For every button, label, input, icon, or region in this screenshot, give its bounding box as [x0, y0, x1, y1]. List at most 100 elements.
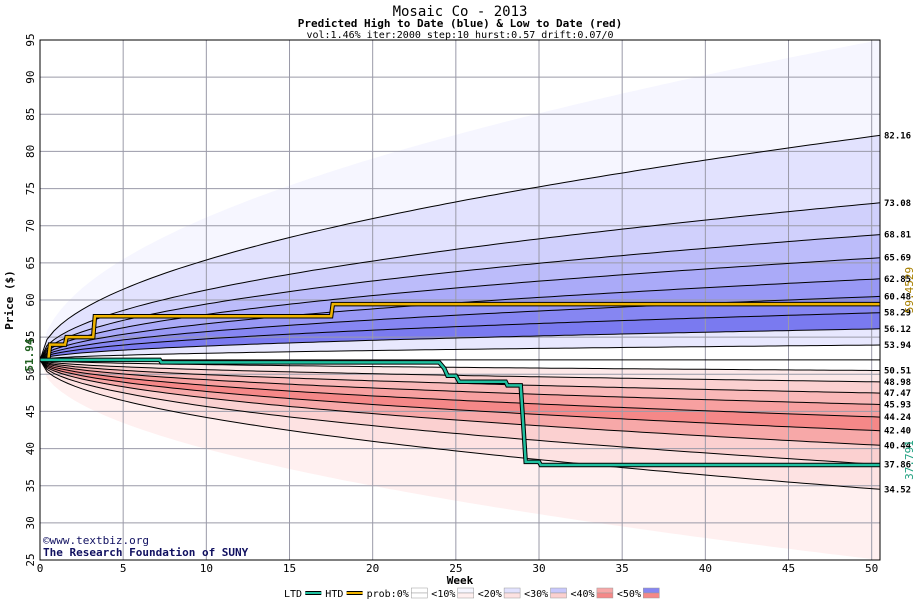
- x-axis-label: Week: [447, 574, 474, 587]
- x-tick-label: 25: [449, 562, 462, 575]
- band-contour: [39, 328, 881, 361]
- band-end-label: 68.81: [884, 231, 911, 241]
- band-contour: [39, 344, 881, 361]
- band-end-label: 65.69: [884, 254, 911, 264]
- x-tick-label: 35: [616, 562, 629, 575]
- low-band-3: [40, 359, 880, 405]
- high-band-9: [40, 345, 880, 360]
- chart-params: vol:1.46% iter:2000 step:10 hurst:0.57 d…: [306, 30, 613, 41]
- legend-swatch-low: [503, 592, 521, 599]
- y-tick-label: 35: [24, 479, 37, 492]
- high-band-2: [40, 202, 880, 360]
- high-band-6: [40, 296, 880, 360]
- band-end-label: 45.93: [884, 401, 911, 411]
- y-tick-label: 90: [24, 71, 37, 84]
- legend-swatch-high: [457, 587, 474, 594]
- legend-item: <10%: [431, 587, 474, 600]
- band-end-label: 44.24: [884, 413, 912, 423]
- x-tick-label: 30: [532, 562, 545, 575]
- band-contour: [39, 359, 881, 490]
- band-contour: [39, 359, 881, 405]
- legend-label: prob:0%: [367, 589, 409, 600]
- ltd-end-label: 37.791: [903, 440, 916, 480]
- band-end-label: 37.86: [884, 460, 911, 470]
- high-band-3: [40, 234, 880, 360]
- legend-label: <30%: [524, 589, 548, 600]
- x-tick-label: 50: [865, 562, 878, 575]
- low-band-6: [40, 359, 880, 446]
- high-band-7: [40, 312, 880, 360]
- y-tick-label: 55: [24, 331, 37, 344]
- band-end-label: 58.29: [884, 309, 911, 319]
- ltd-line: [40, 358, 880, 467]
- htd-line: [40, 302, 880, 362]
- band-end-label: 73.08: [884, 199, 911, 209]
- legend-item: LTD: [284, 589, 322, 600]
- legend-label: LTD: [284, 589, 302, 600]
- y-tick-label: 50: [24, 368, 37, 381]
- y-tick-label: 30: [24, 516, 37, 529]
- x-tick-label: 0: [37, 562, 44, 575]
- legend-swatch-high: [596, 587, 614, 594]
- band-contour: [39, 234, 881, 361]
- band-end-label: 50.51: [884, 366, 911, 376]
- legend-label: <10%: [431, 589, 455, 600]
- band-end-label: 42.40: [884, 427, 911, 437]
- band-end-label: 40.44: [884, 441, 912, 451]
- credit-line-2: The Research Foundation of SUNY: [43, 546, 249, 559]
- low-band-4: [40, 359, 880, 418]
- data-series: [40, 301, 880, 468]
- legend-swatch-low: [596, 592, 614, 599]
- legend-item: <50%: [617, 587, 660, 600]
- legend-swatch-low: [411, 592, 428, 599]
- y-tick-label: 95: [24, 33, 37, 46]
- legend-swatch-high: [503, 587, 521, 594]
- probability-bands: [40, 40, 880, 560]
- band-contour: [39, 359, 881, 383]
- band-contour: [39, 202, 881, 361]
- band-contour: [39, 134, 881, 361]
- high-band-1: [40, 135, 880, 360]
- legend-label: <50%: [617, 589, 641, 600]
- band-contour: [39, 359, 881, 446]
- band-end-label: 56.12: [884, 325, 911, 335]
- y-tick-label: 70: [24, 219, 37, 232]
- x-tick-label: 40: [699, 562, 712, 575]
- legend-item: HTD: [325, 589, 363, 600]
- band-end-label: 62.85: [884, 275, 911, 285]
- legend-label: HTD: [325, 589, 343, 600]
- low-band-5: [40, 359, 880, 431]
- y-tick-label: 85: [24, 108, 37, 121]
- legend-swatch-high: [643, 587, 660, 594]
- y-tick-label: 25: [24, 553, 37, 566]
- legend-swatch-high: [550, 587, 567, 594]
- credit: ©www.textbiz.org The Research Foundation…: [43, 534, 249, 559]
- x-tick-label: 5: [120, 562, 127, 575]
- legend-swatch-low: [457, 592, 474, 599]
- legend-swatch-high: [411, 587, 428, 594]
- low-band-8: [40, 359, 880, 490]
- legend-item: <40%: [571, 587, 614, 600]
- band-end-label: 34.52: [884, 485, 911, 495]
- y-tick-label: 65: [24, 256, 37, 269]
- band-contour: [39, 359, 881, 418]
- x-tick-label: 15: [283, 562, 296, 575]
- legend-label: <20%: [478, 589, 502, 600]
- band-contours: [39, 134, 881, 490]
- y-axis-label: Price ($): [3, 270, 16, 330]
- band-end-label: 60.48: [884, 292, 911, 302]
- low-band-2: [40, 359, 880, 394]
- band-end-label: 48.98: [884, 378, 911, 388]
- low-band-9: [40, 359, 880, 560]
- credit-line-1: ©www.textbiz.org: [43, 534, 149, 547]
- legend-item: <30%: [524, 587, 567, 600]
- legend-swatch-low: [643, 592, 660, 599]
- start-price-label: 51.94: [23, 338, 36, 371]
- band-value-labels: 82.16 73.08 68.81 65.69 62.85 60.48 58.29 56.12…: [884, 131, 912, 495]
- chart-title: Mosaic Co - 2013: [393, 4, 528, 20]
- band-contour: [39, 359, 881, 465]
- high-band-0: [40, 40, 880, 360]
- y-tick-label: 75: [24, 182, 37, 195]
- legend-item: prob:0%: [367, 587, 428, 600]
